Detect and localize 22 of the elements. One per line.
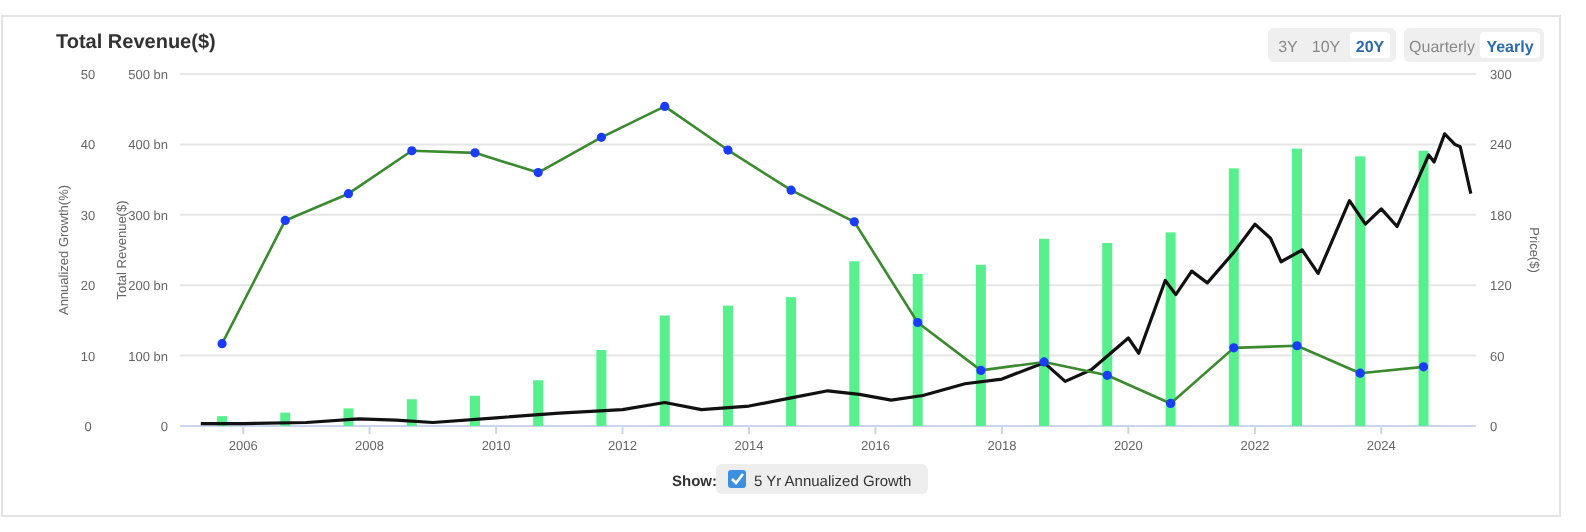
- bar: [596, 349, 607, 426]
- text: 10Y: [1311, 38, 1342, 56]
- text: 20Y: [1355, 38, 1386, 56]
- bar: [1165, 232, 1176, 426]
- bar: [1291, 148, 1302, 426]
- line-series: [199, 132, 1473, 426]
- bar: [722, 305, 733, 426]
- bar: [1039, 238, 1050, 426]
- bar: [849, 261, 860, 426]
- text: Quarterly: [1409, 38, 1475, 56]
- bar: [659, 315, 670, 426]
- bar: [1355, 156, 1366, 426]
- bar: [533, 380, 544, 426]
- bar: [975, 264, 986, 426]
- chart-title: Total Revenue($): [56, 32, 216, 54]
- bar: [1228, 168, 1239, 426]
- bar: [1102, 242, 1113, 426]
- bar: [912, 273, 923, 426]
- bar: [786, 297, 797, 426]
- bar: [1418, 150, 1429, 426]
- text: 3Y: [1278, 38, 1300, 56]
- text: Yearly: [1486, 38, 1535, 56]
